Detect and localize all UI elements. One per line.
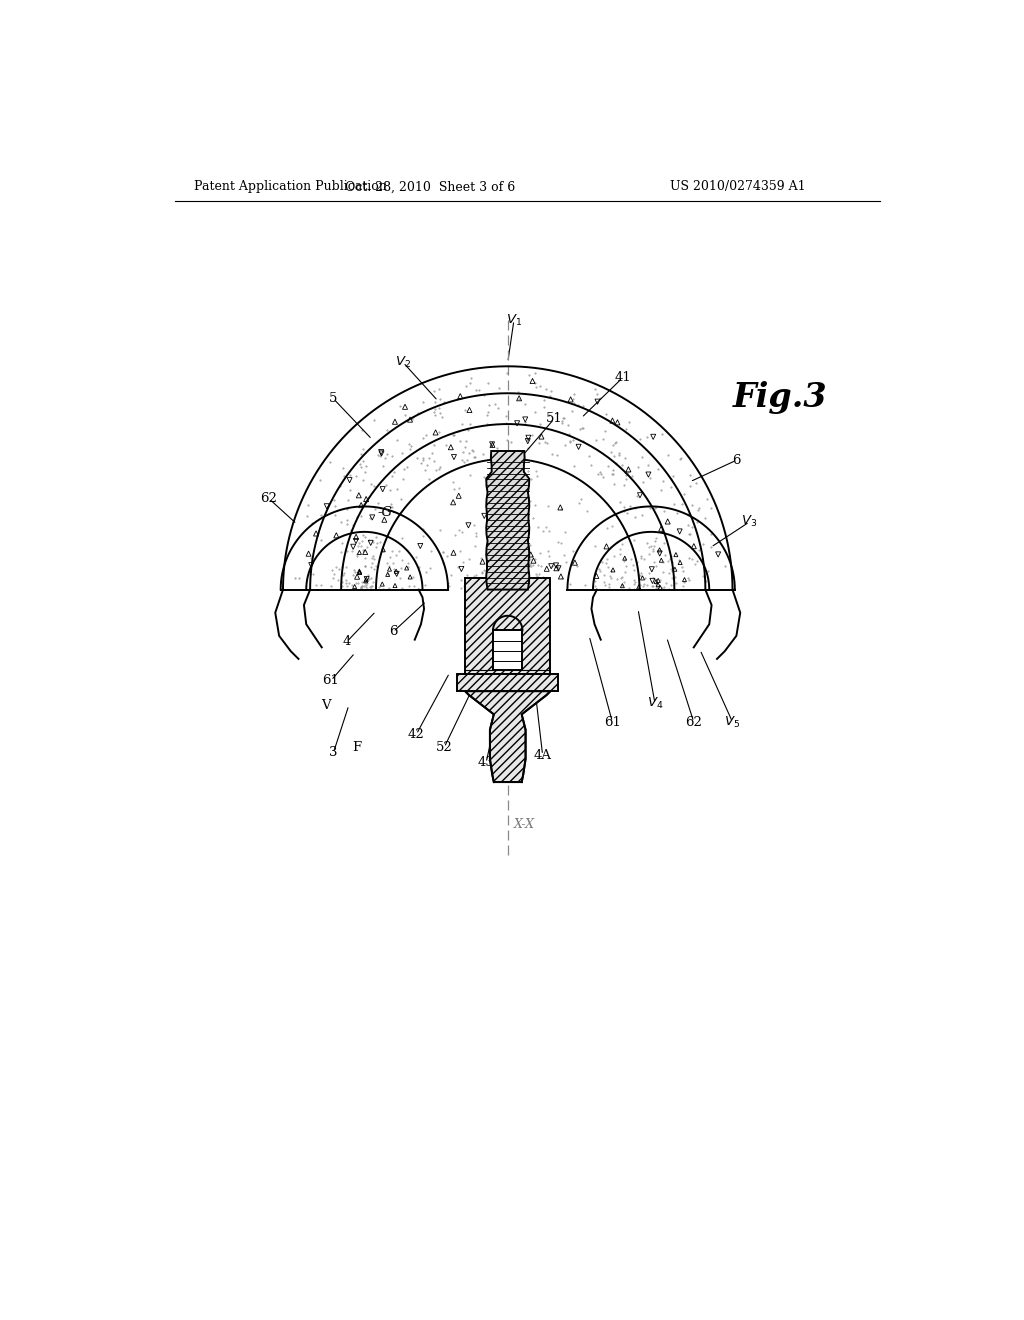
Text: 44: 44: [509, 752, 525, 766]
Text: $V_2$: $V_2$: [395, 355, 411, 370]
Text: 5: 5: [329, 392, 338, 405]
Text: Oct. 28, 2010  Sheet 3 of 6: Oct. 28, 2010 Sheet 3 of 6: [345, 181, 515, 194]
Text: 51: 51: [546, 412, 562, 425]
Text: Fig.3: Fig.3: [732, 380, 827, 413]
Polygon shape: [465, 578, 550, 675]
Text: F: F: [352, 741, 361, 754]
Text: 52: 52: [436, 741, 453, 754]
Text: 62: 62: [261, 492, 278, 506]
Text: 61: 61: [323, 675, 340, 686]
Text: 6: 6: [732, 454, 740, 467]
Text: $V_1$: $V_1$: [506, 313, 522, 327]
Text: 41: 41: [614, 371, 631, 384]
Text: 4A: 4A: [534, 748, 552, 762]
Text: X-X: X-X: [514, 818, 535, 832]
Polygon shape: [486, 451, 529, 590]
Polygon shape: [493, 631, 522, 671]
Text: US 2010/0274359 A1: US 2010/0274359 A1: [671, 181, 806, 194]
Text: $V_3$: $V_3$: [741, 515, 758, 529]
Text: 42: 42: [408, 727, 425, 741]
Text: $V_5$: $V_5$: [724, 714, 740, 730]
Text: -G-: -G-: [378, 506, 397, 519]
Text: 4: 4: [342, 635, 351, 648]
Text: -E-: -E-: [482, 618, 502, 631]
Polygon shape: [465, 692, 550, 781]
Text: V: V: [321, 698, 331, 711]
Text: 3: 3: [329, 746, 338, 759]
Polygon shape: [458, 675, 558, 692]
Text: Patent Application Publication: Patent Application Publication: [194, 181, 387, 194]
Text: 43: 43: [477, 756, 495, 770]
Text: 62: 62: [685, 715, 702, 729]
Text: 61: 61: [604, 715, 621, 729]
Text: $V_4$: $V_4$: [647, 696, 664, 711]
Text: 6: 6: [389, 626, 397, 639]
